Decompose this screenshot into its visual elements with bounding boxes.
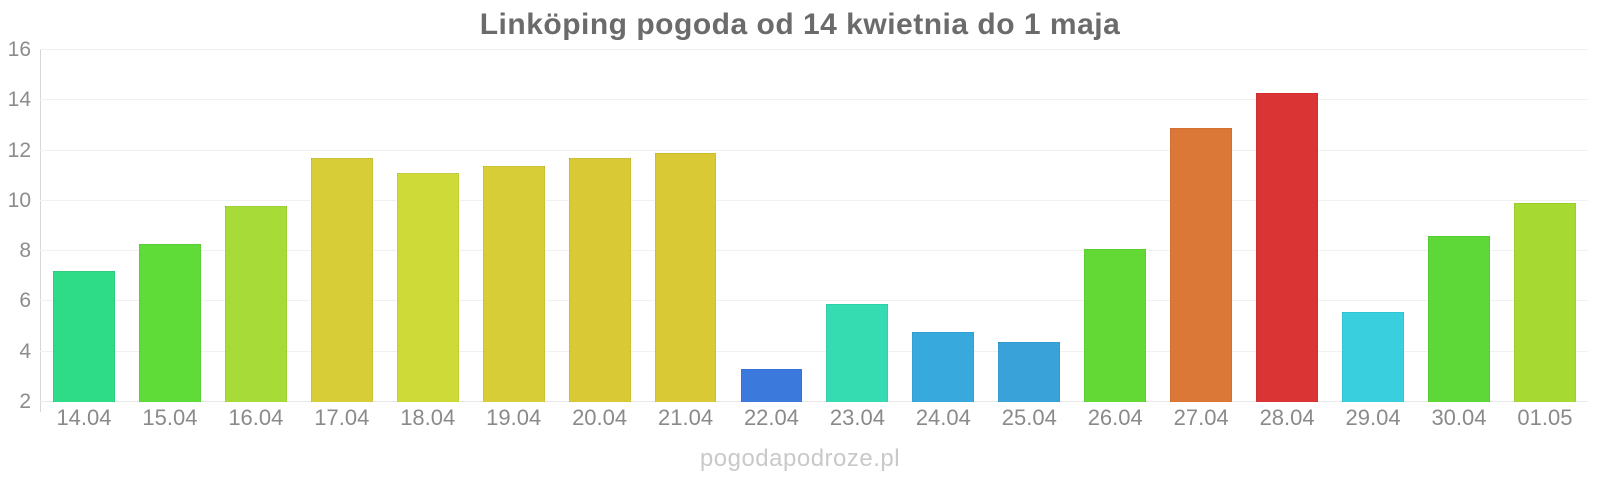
bar-30.04[interactable]	[1428, 236, 1490, 402]
bar-slot-14.04	[41, 50, 127, 402]
x-tick-label-25.04: 25.04	[1001, 405, 1057, 430]
bar-20.04[interactable]	[568, 158, 631, 402]
gridline-12	[40, 149, 1588, 151]
x-tick-label-27.04: 27.04	[1173, 405, 1229, 430]
gridline-16	[40, 49, 1588, 50]
x-tick-label-22.04: 22.04	[743, 405, 799, 430]
bar-23.04[interactable]	[826, 303, 889, 402]
x-tick-label-29.04: 29.04	[1345, 405, 1401, 430]
bar-15.04[interactable]	[138, 243, 201, 402]
bar-21.04[interactable]	[654, 153, 717, 402]
bar-19.04[interactable]	[482, 165, 545, 402]
x-tick-label-01.05: 01.05	[1517, 405, 1573, 430]
y-tick-label-2: 2	[19, 390, 31, 413]
bar-slot-25.04	[986, 50, 1072, 402]
x-tick-label-28.04: 28.04	[1259, 405, 1315, 430]
bar-28.04[interactable]	[1256, 92, 1319, 402]
bar-26.04[interactable]	[1084, 248, 1147, 402]
bar-25.04[interactable]	[998, 341, 1061, 402]
bar-slot-18.04	[385, 50, 471, 402]
grid-layer: 2 4 6 8 10 12 14 16	[8, 38, 1588, 413]
y-tick-label-6: 6	[19, 289, 31, 313]
bar-slot-26.04	[1072, 50, 1158, 402]
x-axis-labels: 14.04 15.04 16.04 17.04 18.04 19.04 20.04 21.04…	[41, 405, 1588, 431]
y-tick-label-14: 14	[7, 88, 31, 112]
bar-slot-16.04	[213, 50, 299, 402]
bar-slot-20.04	[557, 50, 643, 402]
y-tick-label-4: 4	[19, 339, 31, 363]
bar-18.04[interactable]	[396, 173, 459, 402]
x-tick-label-23.04: 23.04	[829, 405, 885, 430]
gridline-14	[40, 99, 1588, 101]
gridline-2	[40, 401, 1588, 402]
bar-slot-22.04	[729, 50, 815, 402]
x-tick-label-17.04: 17.04	[314, 405, 370, 430]
bar-slot-23.04	[814, 50, 900, 402]
x-tick-label-18.04: 18.04	[400, 405, 456, 430]
bar-01.05[interactable]	[1513, 203, 1576, 402]
bar-22.04[interactable]	[740, 369, 803, 402]
bar-slot-15.04	[127, 50, 213, 402]
y-tick-label-12: 12	[7, 138, 31, 162]
x-tick-label-15.04: 15.04	[142, 405, 198, 430]
y-tick-label-8: 8	[19, 239, 31, 263]
x-tick-label-21.04: 21.04	[658, 405, 714, 430]
bar-slot-27.04	[1158, 50, 1244, 402]
bar-slot-21.04	[643, 50, 729, 402]
x-tick-label-20.04: 20.04	[572, 405, 628, 430]
chart-title: Linköping pogoda od 14 kwietnia do 1 maj…	[479, 8, 1121, 41]
bar-slot-29.04	[1330, 50, 1416, 402]
gridline-6	[40, 300, 1588, 302]
bar-17.04[interactable]	[310, 158, 373, 402]
y-tick-label-10: 10	[7, 188, 31, 212]
x-tick-label-14.04: 14.04	[56, 405, 112, 430]
bar-slot-19.04	[471, 50, 557, 402]
bar-27.04[interactable]	[1170, 127, 1233, 402]
gridline-8	[40, 250, 1588, 252]
bar-slot-01.05	[1502, 50, 1588, 402]
x-tick-label-16.04: 16.04	[228, 405, 284, 430]
plot-area: 2 4 6 8 10 12 14 16	[8, 38, 1588, 413]
bar-16.04[interactable]	[224, 205, 287, 402]
watermark: pogodapodroze.pl	[699, 445, 901, 472]
bar-slot-30.04	[1416, 50, 1502, 402]
bars-row	[41, 50, 1588, 402]
bar-14.04[interactable]	[53, 271, 115, 402]
gridline-4	[40, 350, 1588, 352]
bar-slot-24.04	[900, 50, 986, 402]
y-axis-line	[40, 50, 41, 412]
x-tick-label-26.04: 26.04	[1087, 405, 1143, 430]
bar-24.04[interactable]	[912, 331, 975, 402]
y-tick-label-16: 16	[7, 38, 31, 61]
x-tick-label-30.04: 30.04	[1431, 405, 1487, 430]
gridline-10	[40, 199, 1588, 201]
bar-slot-28.04	[1244, 50, 1330, 402]
x-tick-label-19.04: 19.04	[486, 405, 542, 430]
x-tick-label-24.04: 24.04	[915, 405, 971, 430]
bar-slot-17.04	[299, 50, 385, 402]
bar-29.04[interactable]	[1342, 311, 1404, 402]
